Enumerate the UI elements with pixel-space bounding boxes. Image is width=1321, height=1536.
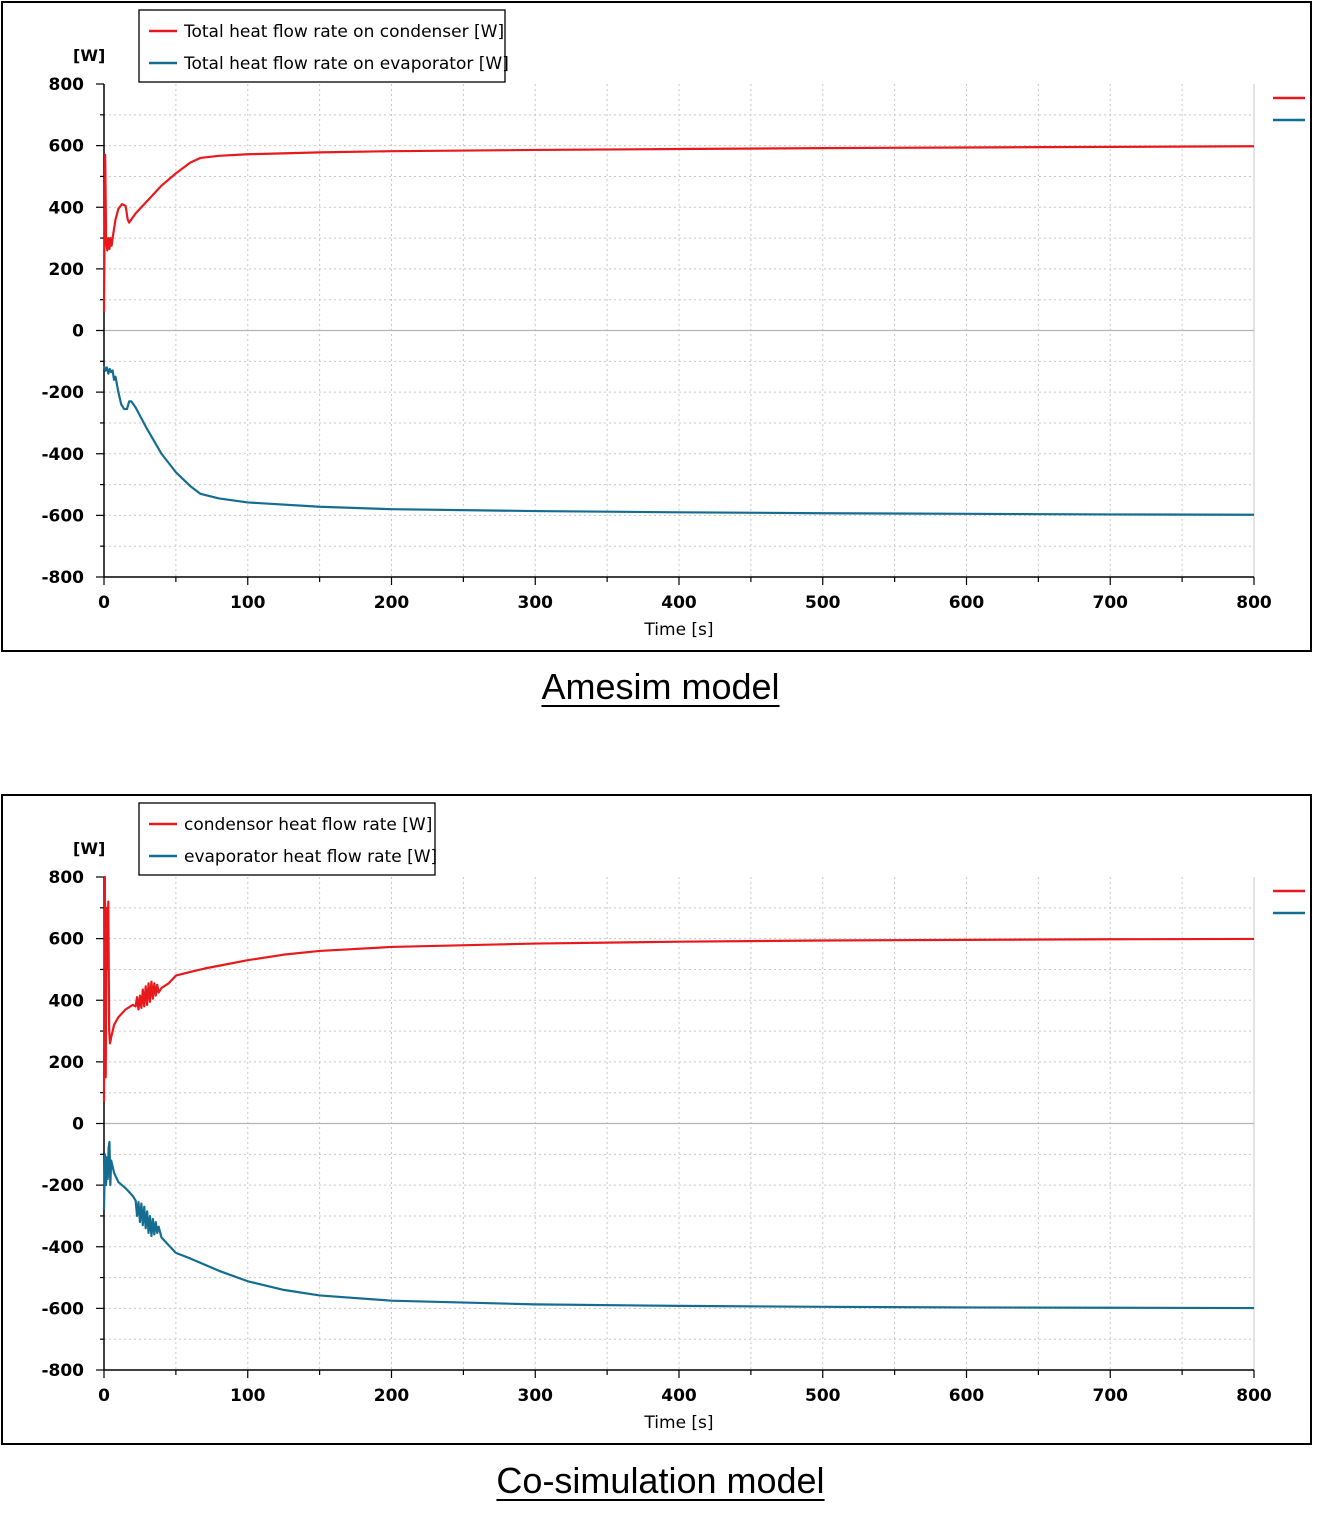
x-tick-label: 400 xyxy=(661,593,697,613)
x-tick-label: 200 xyxy=(374,1386,410,1406)
y-tick-label: 200 xyxy=(49,260,85,280)
chart-panel-amesim: 800 600 400 200 0 -200 -400 -600 -800 0 100 200 300 4… xyxy=(1,1,1312,652)
y-tick-label: 800 xyxy=(49,75,85,95)
caption-cosimulation-model: Co-simulation model xyxy=(496,1460,825,1501)
line-chart-amesim: 800 600 400 200 0 -200 -400 -600 -800 0 100 200 300 4… xyxy=(41,9,1305,640)
y-tick-label: 600 xyxy=(49,137,85,157)
x-tick-label: 0 xyxy=(98,593,110,613)
x-tick-label: 0 xyxy=(98,1386,110,1406)
x-tick-label: 300 xyxy=(518,593,554,613)
chart-panel-cosimulation: 800 600 400 200 0 -200 -400 -600 -800 0 100 200 300 4… xyxy=(1,794,1312,1445)
y-axis-unit-label: [W] xyxy=(73,839,105,858)
series-line-condenser xyxy=(102,145,1255,313)
x-tick-label: 800 xyxy=(1236,1386,1272,1406)
x-tick-label: 700 xyxy=(1093,593,1129,613)
line-chart-cosimulation: 800 600 400 200 0 -200 -400 -600 -800 0 100 200 300 4… xyxy=(41,802,1305,1433)
y-tick-label: 200 xyxy=(49,1053,85,1073)
x-tick-label: 700 xyxy=(1093,1386,1129,1406)
y-tick-label: -600 xyxy=(41,506,84,526)
caption-amesim-model: Amesim model xyxy=(541,666,780,707)
series-line-evaporator xyxy=(102,1140,1255,1310)
y-tick-label: -400 xyxy=(41,445,84,465)
series-line-evaporator xyxy=(102,365,1255,516)
y-tick-label: -800 xyxy=(41,1361,84,1381)
y-tick-label: 600 xyxy=(49,930,85,950)
y-tick-label: 0 xyxy=(72,1115,84,1135)
series-line-condenser xyxy=(102,875,1255,1102)
y-tick-label: 800 xyxy=(49,868,85,888)
legend-label: Total heat flow rate on evaporator [W] xyxy=(183,54,509,74)
y-tick-label: 400 xyxy=(49,198,85,218)
legend-label: condensor heat flow rate [W] xyxy=(184,815,432,835)
x-tick-label: 100 xyxy=(230,593,266,613)
y-tick-label: -200 xyxy=(41,1176,84,1196)
x-tick-label: 500 xyxy=(805,593,841,613)
grid-lines xyxy=(104,877,1255,1370)
x-tick-label: 500 xyxy=(805,1386,841,1406)
x-tick-label: 100 xyxy=(230,1386,266,1406)
y-tick-label: -600 xyxy=(41,1299,84,1319)
legend-label: evaporator heat flow rate [W] xyxy=(184,847,437,867)
y-axis-unit-label: [W] xyxy=(73,46,105,65)
legend: condensor heat flow rate [W] evaporator h… xyxy=(138,802,437,876)
legend-box xyxy=(138,802,436,876)
grid-lines xyxy=(104,84,1255,577)
x-axis-title: Time [s] xyxy=(643,1413,713,1433)
x-tick-label: 200 xyxy=(374,593,410,613)
legend-box xyxy=(138,9,506,83)
x-axis-title: Time [s] xyxy=(643,620,713,640)
legend-label: Total heat flow rate on condenser [W] xyxy=(183,22,504,42)
y-tick-label: 400 xyxy=(49,991,85,1011)
y-tick-label: -800 xyxy=(41,568,84,588)
x-tick-label: 300 xyxy=(518,1386,554,1406)
legend: Total heat flow rate on condenser [W] Tot… xyxy=(138,9,509,83)
x-tick-label: 400 xyxy=(661,1386,697,1406)
y-tick-label: -400 xyxy=(41,1238,84,1258)
x-tick-label: 600 xyxy=(949,593,985,613)
x-tick-label: 600 xyxy=(949,1386,985,1406)
y-tick-label: -200 xyxy=(41,383,84,403)
y-tick-label: 0 xyxy=(72,322,84,342)
x-tick-label: 800 xyxy=(1236,593,1272,613)
